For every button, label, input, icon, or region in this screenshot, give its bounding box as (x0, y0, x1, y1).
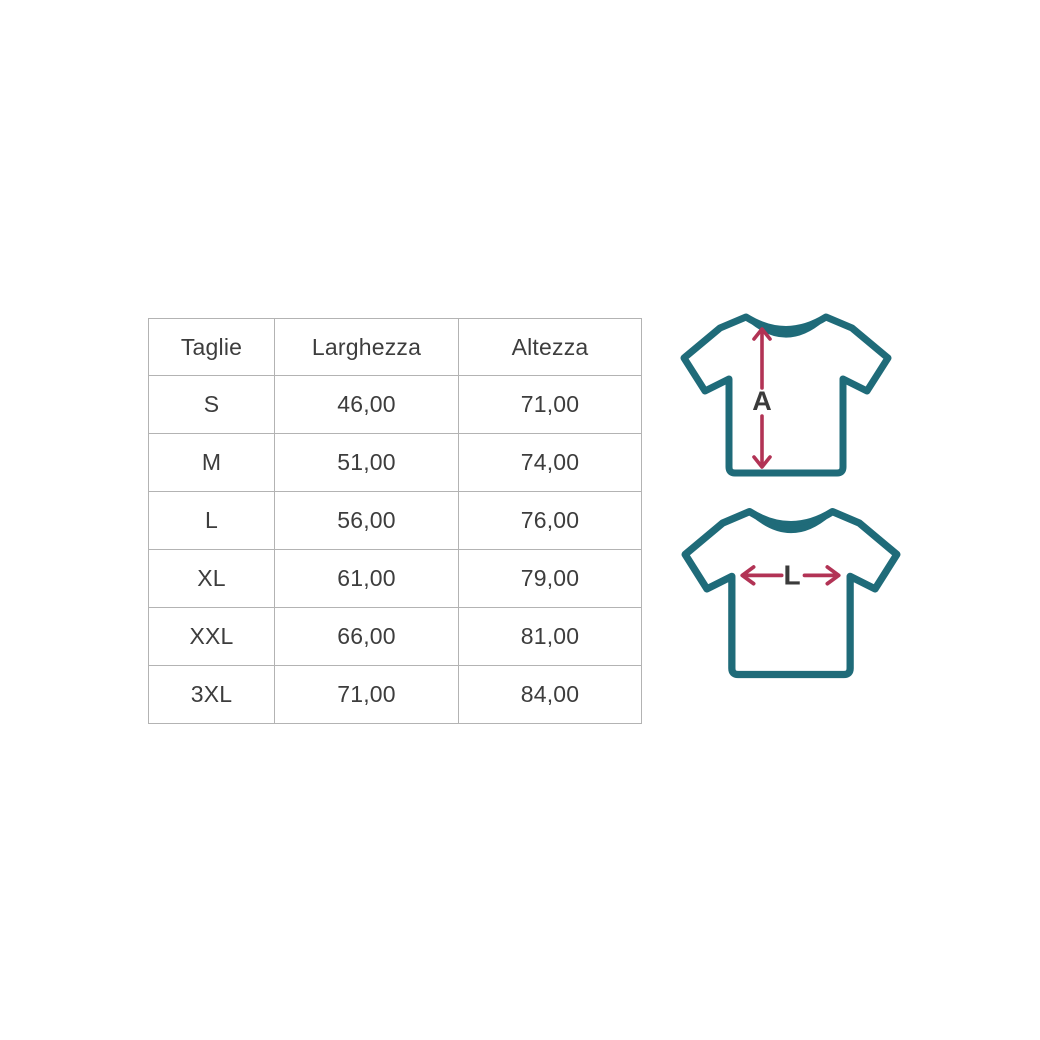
larghezza-cell: 51,00 (274, 433, 459, 492)
table-row: S 46,00 71,00 (148, 375, 642, 434)
table-row: XL 61,00 79,00 (148, 549, 642, 608)
larghezza-cell: 66,00 (274, 607, 459, 666)
larghezza-cell: 61,00 (274, 549, 459, 608)
larghezza-cell: 56,00 (274, 491, 459, 550)
size-chart-table: Taglie Larghezza Altezza S 46,00 71,00 M… (148, 318, 642, 724)
table-row: XXL 66,00 81,00 (148, 607, 642, 666)
altezza-cell: 76,00 (458, 491, 642, 550)
height-arrow-icon: A (752, 327, 772, 469)
table-header-row: Taglie Larghezza Altezza (148, 318, 642, 376)
altezza-cell: 79,00 (458, 549, 642, 608)
size-cell: S (148, 375, 275, 434)
size-cell: XL (148, 549, 275, 608)
size-cell: M (148, 433, 275, 492)
table-row: 3XL 71,00 84,00 (148, 665, 642, 724)
altezza-cell: 71,00 (458, 375, 642, 434)
larghezza-cell: 46,00 (274, 375, 459, 434)
altezza-cell: 84,00 (458, 665, 642, 724)
size-cell: L (148, 491, 275, 550)
column-header-larghezza: Larghezza (274, 318, 459, 376)
altezza-cell: 74,00 (458, 433, 642, 492)
width-arrow-label: L (783, 560, 800, 591)
height-arrow-label: A (752, 386, 772, 416)
tshirt-outline-icon (681, 508, 901, 679)
table-row: M 51,00 74,00 (148, 433, 642, 492)
table-row: L 56,00 76,00 (148, 491, 642, 550)
altezza-cell: 81,00 (458, 607, 642, 666)
tshirt-width-diagram: L (681, 496, 901, 686)
size-cell: XXL (148, 607, 275, 666)
tshirt-height-diagram: A (680, 302, 892, 484)
tshirt-outline-icon (680, 313, 892, 477)
tshirt-collar-icon (747, 316, 825, 338)
tshirt-collar-icon (750, 510, 832, 534)
width-arrow-icon: L (740, 560, 841, 591)
column-header-taglie: Taglie (148, 318, 275, 376)
larghezza-cell: 71,00 (274, 665, 459, 724)
column-header-altezza: Altezza (458, 318, 642, 376)
size-cell: 3XL (148, 665, 275, 724)
